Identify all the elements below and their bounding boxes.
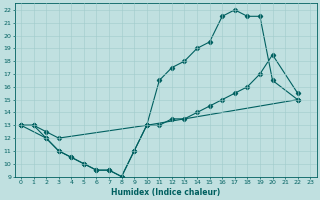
- X-axis label: Humidex (Indice chaleur): Humidex (Indice chaleur): [111, 188, 220, 197]
